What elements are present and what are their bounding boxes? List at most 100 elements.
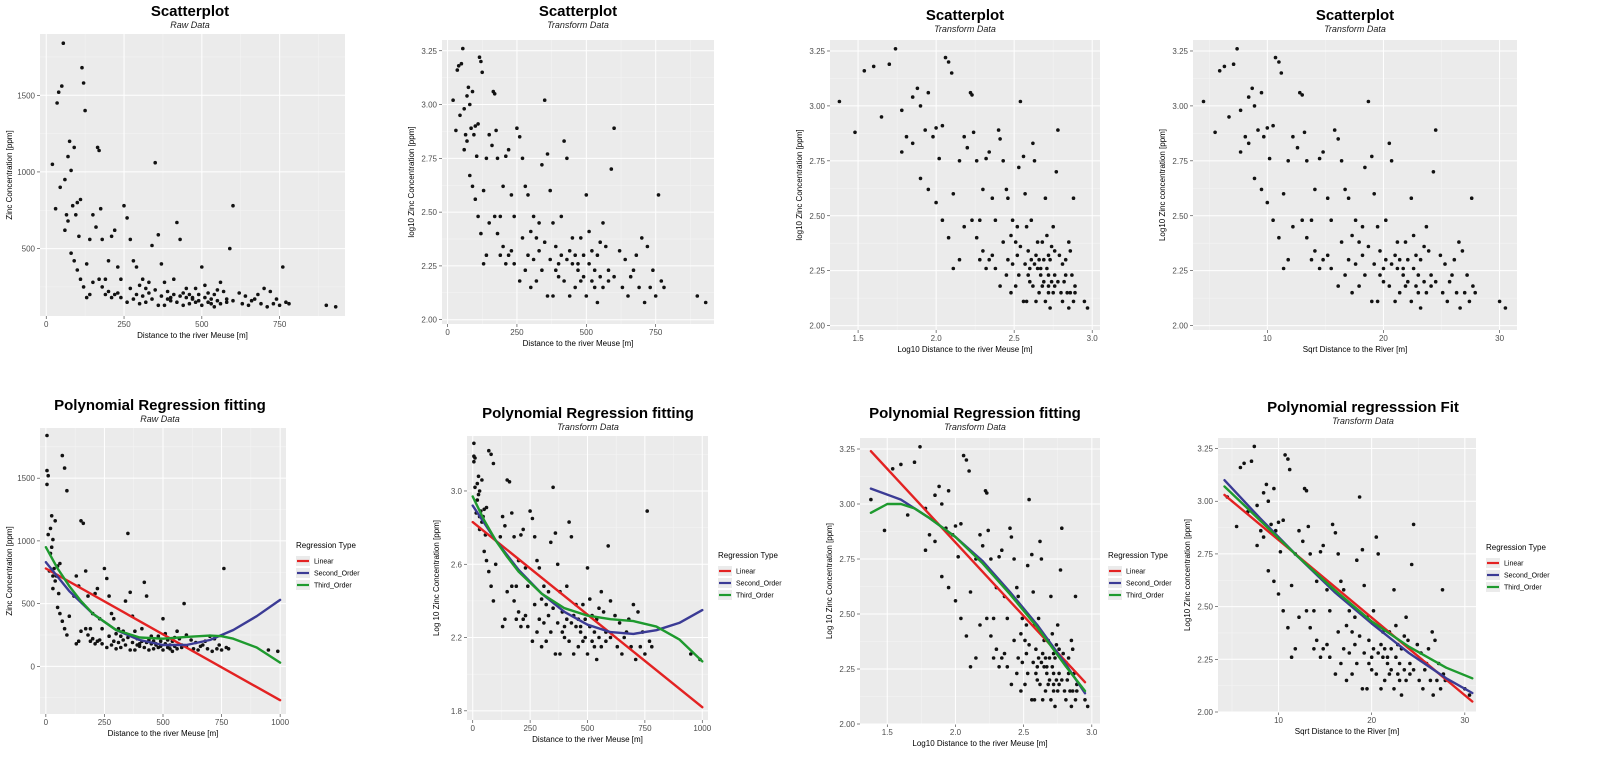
data-point bbox=[953, 524, 958, 528]
data-point bbox=[998, 284, 1002, 288]
data-point bbox=[231, 203, 235, 208]
data-point bbox=[1395, 240, 1400, 244]
data-point bbox=[519, 533, 523, 537]
data-point bbox=[51, 574, 55, 578]
data-point bbox=[601, 610, 606, 614]
data-point bbox=[1471, 284, 1475, 288]
data-point bbox=[1047, 656, 1052, 660]
data-point bbox=[509, 249, 514, 253]
data-point bbox=[1286, 625, 1290, 630]
data-point bbox=[84, 295, 89, 300]
y-tick-label: 2.50 bbox=[1197, 603, 1213, 612]
x-tick-label: 750 bbox=[649, 328, 663, 337]
data-point bbox=[162, 280, 167, 285]
data-point bbox=[1301, 539, 1305, 544]
data-point bbox=[209, 301, 213, 306]
data-point bbox=[853, 130, 857, 135]
x-tick-label: 1.5 bbox=[882, 728, 894, 737]
y-tick-label: 3.25 bbox=[1197, 445, 1213, 454]
y-tick-label: 1500 bbox=[17, 474, 35, 483]
data-point bbox=[69, 251, 73, 255]
data-point bbox=[862, 69, 867, 73]
data-point bbox=[134, 292, 139, 297]
plot-panel bbox=[442, 40, 714, 324]
data-point bbox=[1387, 141, 1392, 146]
data-point bbox=[1272, 486, 1276, 491]
data-point bbox=[537, 566, 542, 570]
data-point bbox=[95, 145, 100, 150]
data-point bbox=[1389, 668, 1393, 672]
data-point bbox=[1063, 257, 1068, 262]
data-point bbox=[88, 626, 93, 631]
data-point bbox=[910, 141, 915, 146]
data-point bbox=[1015, 253, 1020, 258]
data-point bbox=[1426, 647, 1431, 651]
y-tick-label: 2.00 bbox=[1172, 322, 1188, 331]
data-point bbox=[150, 297, 154, 301]
data-point bbox=[489, 452, 493, 457]
data-point bbox=[993, 218, 998, 222]
data-point bbox=[1018, 99, 1023, 104]
data-point bbox=[537, 617, 542, 621]
y-tick-label: 3.25 bbox=[1172, 47, 1188, 56]
data-point bbox=[147, 291, 151, 295]
data-point bbox=[583, 617, 587, 621]
data-point bbox=[1355, 661, 1359, 666]
data-point bbox=[517, 135, 522, 139]
data-point bbox=[1394, 623, 1398, 628]
data-point bbox=[1339, 661, 1343, 666]
data-point bbox=[1403, 284, 1408, 288]
data-point bbox=[974, 159, 979, 163]
data-point bbox=[49, 514, 54, 518]
data-point bbox=[1397, 257, 1402, 262]
data-point bbox=[1015, 224, 1020, 229]
data-point bbox=[991, 616, 996, 621]
data-point bbox=[581, 602, 585, 607]
data-point bbox=[1447, 279, 1452, 284]
y-tick-label: 3.25 bbox=[839, 445, 855, 454]
data-point bbox=[987, 150, 991, 154]
data-point bbox=[476, 122, 480, 126]
data-point bbox=[615, 644, 620, 649]
data-point bbox=[642, 300, 647, 305]
data-point bbox=[1297, 528, 1301, 533]
data-point bbox=[1325, 253, 1330, 258]
data-point bbox=[636, 610, 640, 614]
x-tick-label: 500 bbox=[581, 724, 595, 733]
data-point bbox=[1213, 130, 1217, 135]
data-point bbox=[1053, 656, 1057, 660]
data-point bbox=[1371, 647, 1376, 651]
y-tick-label: 2.00 bbox=[839, 720, 855, 729]
data-point bbox=[1008, 526, 1012, 530]
data-point bbox=[1370, 154, 1374, 159]
data-point bbox=[1066, 656, 1071, 660]
data-point bbox=[80, 65, 84, 70]
data-point bbox=[474, 154, 479, 158]
data-point bbox=[590, 639, 594, 643]
data-point bbox=[97, 277, 101, 282]
data-point bbox=[53, 519, 57, 523]
data-point bbox=[159, 262, 164, 266]
data-point bbox=[83, 569, 88, 573]
data-point bbox=[1376, 552, 1380, 556]
data-point bbox=[986, 528, 990, 533]
data-point bbox=[206, 291, 210, 295]
x-tick-label: 1.5 bbox=[853, 334, 865, 343]
data-point bbox=[1411, 668, 1416, 672]
data-point bbox=[1009, 233, 1013, 238]
data-point bbox=[153, 160, 157, 165]
data-point bbox=[1030, 552, 1034, 557]
data-point bbox=[492, 92, 497, 96]
data-point bbox=[1038, 682, 1042, 687]
data-point bbox=[1004, 273, 1009, 277]
data-point bbox=[1328, 655, 1332, 659]
data-point bbox=[1465, 273, 1469, 277]
data-point bbox=[1045, 671, 1049, 676]
data-point bbox=[1024, 651, 1029, 656]
data-point bbox=[529, 229, 533, 234]
data-point bbox=[125, 216, 129, 220]
legend: Regression Type Linear Second_Order Third_O… bbox=[1108, 551, 1172, 600]
data-point bbox=[1001, 159, 1005, 163]
data-point bbox=[530, 639, 535, 643]
